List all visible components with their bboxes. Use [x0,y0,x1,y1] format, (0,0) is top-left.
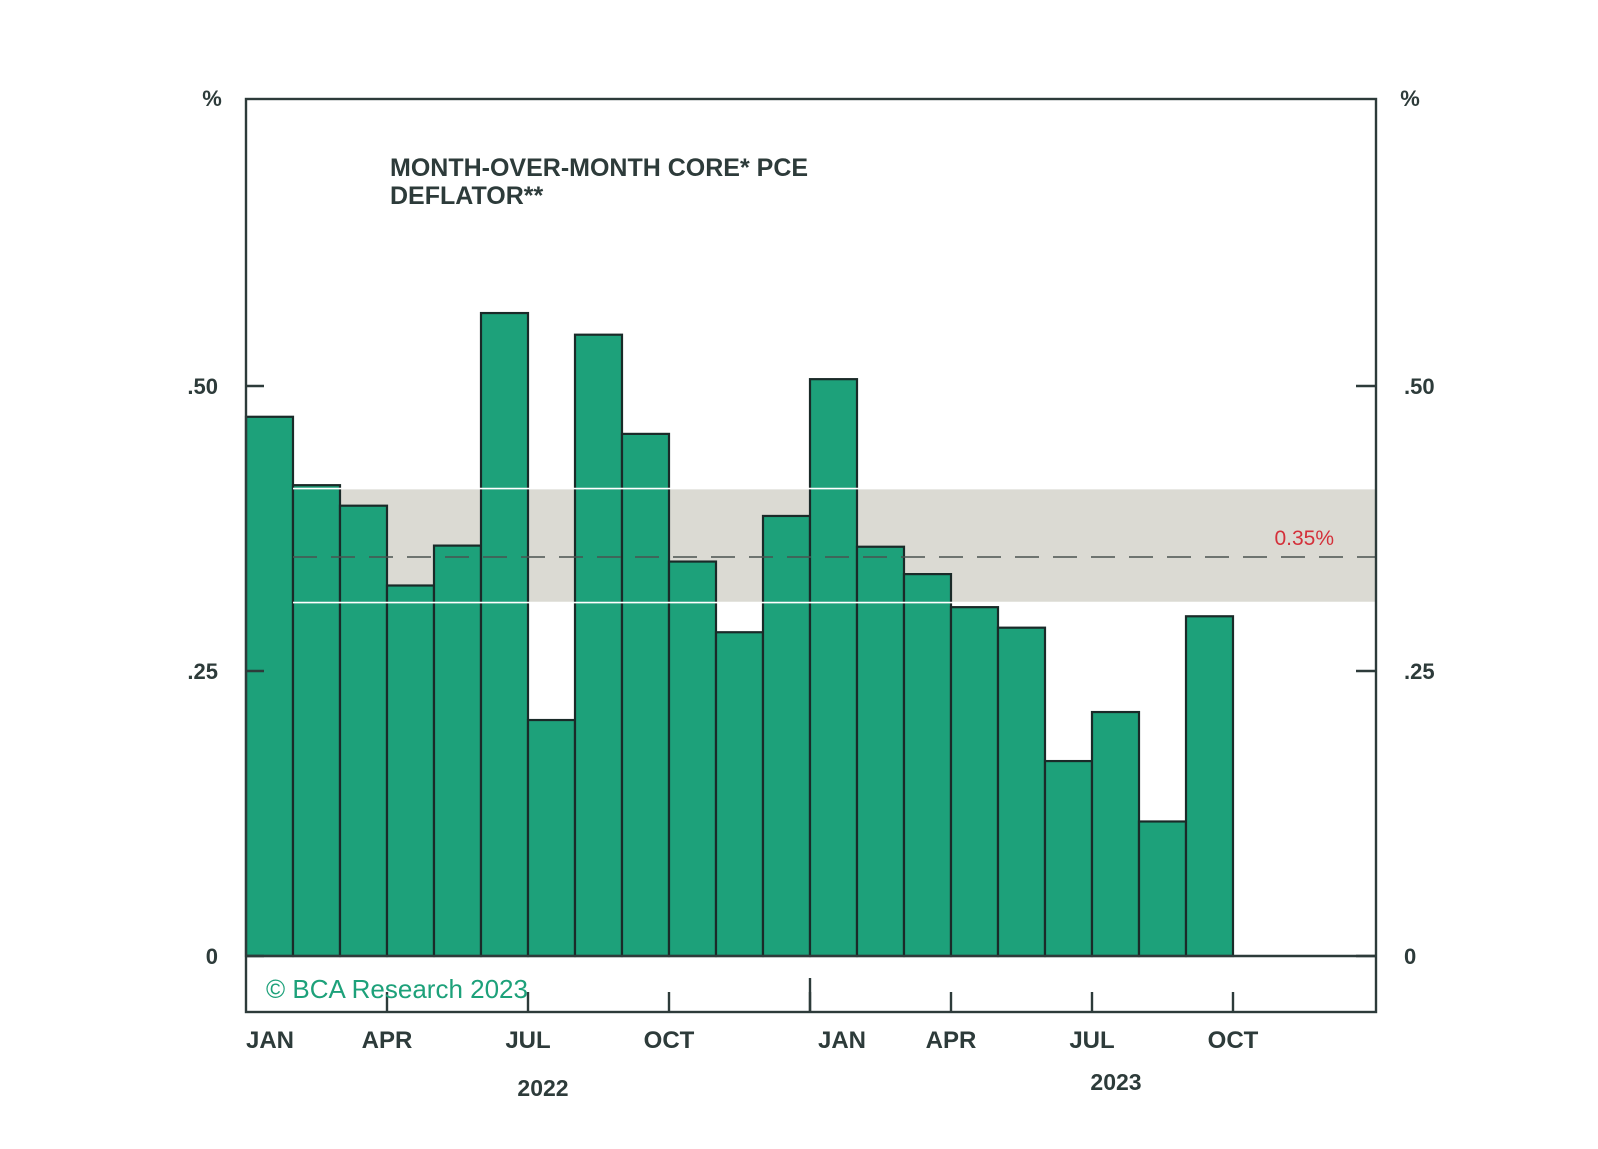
left-axis-unit: % [202,86,222,111]
bar-2022-03 [338,504,389,958]
xtick-label: OCT [1208,1027,1259,1054]
bar-2022-01 [244,415,295,958]
left-ytick-label: 0 [206,944,218,969]
bar-2023-06 [1043,759,1094,958]
bar-2022-08 [573,333,624,958]
bar-2023-08 [1137,820,1188,958]
bar-2023-04 [949,606,1000,958]
bar-2023-03 [902,572,953,958]
right-ytick-label: .25 [1404,659,1435,684]
xtick-label: APR [926,1027,977,1054]
copyright-text: © BCA Research 2023 [266,974,528,1004]
bar-2022-12 [761,514,812,958]
bar-2022-02 [291,484,342,958]
reference-line-label: 0.35% [1274,527,1334,550]
xtick-label: OCT [644,1027,695,1054]
bar-2022-10 [667,560,718,958]
year-label: 2023 [1090,1069,1141,1095]
bar-2022-06 [479,311,530,958]
bar-2022-04 [385,584,436,958]
left-ytick-label: .25 [187,659,218,684]
xtick-label: JAN [818,1027,866,1054]
bar-2023-09 [1184,615,1235,958]
bar-2022-07 [526,718,577,958]
right-axis-unit: % [1400,86,1420,111]
year-label: 2022 [517,1075,568,1101]
left-ytick-label: .50 [187,374,218,399]
chart-title-line: DEFLATOR** [390,182,544,210]
chart-title-line: MONTH-OVER-MONTH CORE* PCE [390,154,808,182]
xtick-label: JAN [246,1027,294,1054]
bar-2022-05 [432,544,483,958]
xtick-label: JUL [1069,1027,1114,1054]
bar-2022-11 [714,631,765,958]
bar-2023-02 [855,545,906,958]
xtick-label: APR [362,1027,413,1054]
right-ytick-label: .50 [1404,374,1435,399]
xtick-label: JUL [505,1027,550,1054]
bar-2023-01 [808,378,859,958]
bar-2022-09 [620,432,671,958]
bar-2023-07 [1090,710,1141,958]
bar-2023-05 [996,626,1047,958]
right-ytick-label: 0 [1404,944,1416,969]
